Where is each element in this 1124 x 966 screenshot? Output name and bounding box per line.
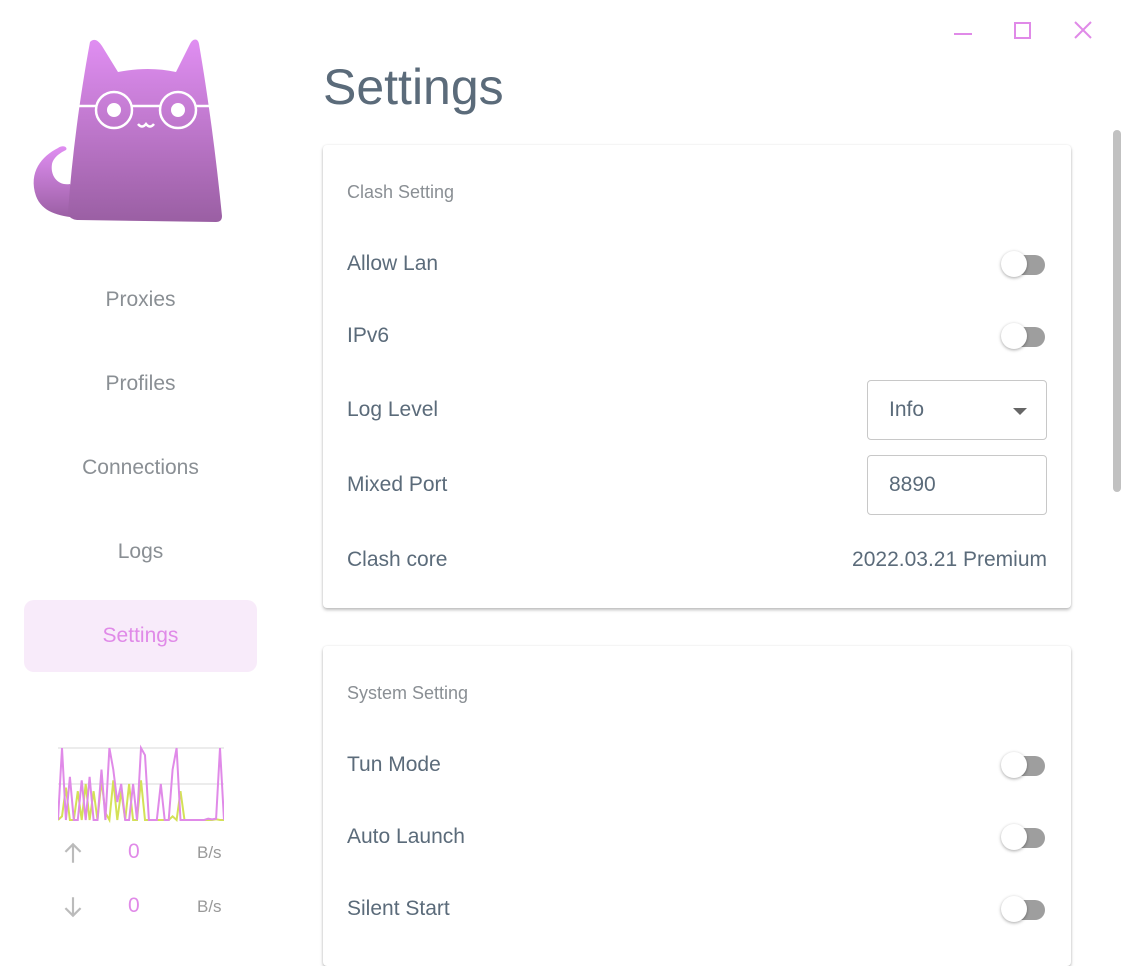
mixed-port-label: Mixed Port <box>347 473 448 496</box>
minimize-button[interactable] <box>948 16 978 46</box>
close-button[interactable] <box>1068 16 1098 46</box>
sidebar-item-settings[interactable]: Settings <box>24 600 257 672</box>
auto-launch-label: Auto Launch <box>347 825 465 848</box>
sidebar-item-logs[interactable]: Logs <box>24 516 257 588</box>
card-title: Clash Setting <box>347 182 455 202</box>
upload-value: 0 <box>128 840 140 863</box>
sidebar-item-connections[interactable]: Connections <box>24 432 257 504</box>
mixed-port-row: Mixed Port 8890 <box>347 455 1047 515</box>
auto-launch-toggle[interactable] <box>1001 823 1047 851</box>
sidebar-item-label: Profiles <box>105 372 176 395</box>
sidebar: Proxies Profiles Connections Logs Settin… <box>0 0 280 937</box>
system-setting-card: System Setting Tun Mode Auto Launch Sile… <box>323 646 1071 966</box>
page-title: Settings <box>323 59 504 115</box>
ipv6-label: IPv6 <box>347 324 390 347</box>
caret-down-icon <box>1013 408 1027 415</box>
tun-mode-label: Tun Mode <box>347 753 441 776</box>
maximize-button[interactable] <box>1008 16 1038 46</box>
arrow-down-icon <box>64 897 82 918</box>
mixed-port-value: 8890 <box>889 473 936 496</box>
sidebar-item-label: Connections <box>82 456 199 479</box>
log-level-label: Log Level <box>347 398 439 421</box>
silent-start-toggle[interactable] <box>1001 895 1047 923</box>
ipv6-toggle[interactable] <box>1001 322 1047 350</box>
maximize-icon <box>1014 22 1031 39</box>
tun-mode-row: Tun Mode <box>347 740 1047 790</box>
sidebar-item-label: Proxies <box>105 288 176 311</box>
log-level-row: Log Level Info <box>347 380 1047 440</box>
card-title: System Setting <box>347 683 469 703</box>
upload-series-line <box>58 744 224 821</box>
sidebar-item-label: Settings <box>102 624 179 647</box>
close-icon <box>1074 21 1092 39</box>
clash-setting-card: Clash Setting Allow Lan IPv6 Log Level I… <box>323 145 1071 608</box>
download-unit: B/s <box>197 897 222 916</box>
mixed-port-input[interactable]: 8890 <box>867 455 1047 515</box>
log-level-select[interactable]: Info <box>867 380 1047 440</box>
allow-lan-row: Allow Lan <box>347 239 1047 289</box>
sidebar-item-label: Logs <box>117 540 164 563</box>
arrow-up-icon <box>64 842 82 863</box>
silent-start-row: Silent Start <box>347 884 1047 934</box>
log-level-value: Info <box>889 398 925 421</box>
cat-logo <box>33 39 222 222</box>
minimize-icon <box>954 33 972 35</box>
traffic-graph <box>58 744 224 824</box>
sidebar-item-proxies[interactable]: Proxies <box>24 264 257 336</box>
upload-unit: B/s <box>197 843 222 862</box>
sidebar-item-profiles[interactable]: Profiles <box>24 348 257 420</box>
auto-launch-row: Auto Launch <box>347 812 1047 862</box>
allow-lan-toggle[interactable] <box>1001 250 1047 278</box>
upload-speed: 0 B/s <box>60 840 230 870</box>
download-value: 0 <box>128 894 140 917</box>
clash-core-row: Clash core 2022.03.21 Premium <box>347 535 1047 585</box>
scrollbar[interactable] <box>1113 130 1121 492</box>
download-speed: 0 B/s <box>60 894 230 924</box>
ipv6-row: IPv6 <box>347 311 1047 361</box>
allow-lan-label: Allow Lan <box>347 252 439 275</box>
tun-mode-toggle[interactable] <box>1001 751 1047 779</box>
clash-core-version: 2022.03.21 Premium <box>852 548 1047 571</box>
silent-start-label: Silent Start <box>347 897 450 920</box>
clash-core-label: Clash core <box>347 548 448 571</box>
